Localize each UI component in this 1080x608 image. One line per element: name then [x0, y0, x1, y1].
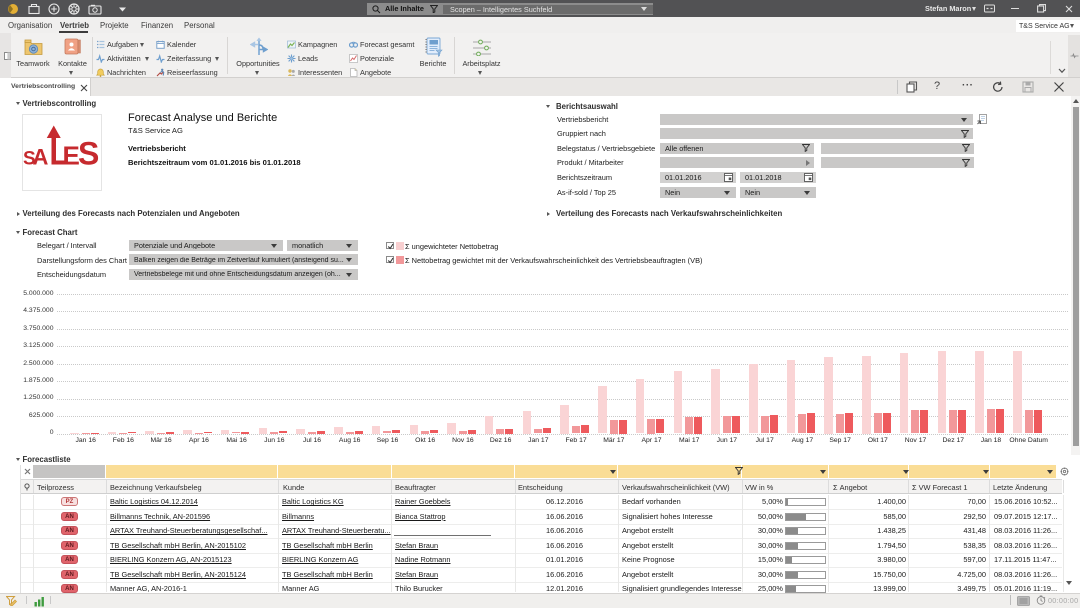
svg-text:A: A — [33, 145, 49, 170]
svg-text:S: S — [23, 149, 36, 170]
svg-text:S: S — [78, 136, 99, 172]
svg-text:E: E — [63, 141, 80, 171]
